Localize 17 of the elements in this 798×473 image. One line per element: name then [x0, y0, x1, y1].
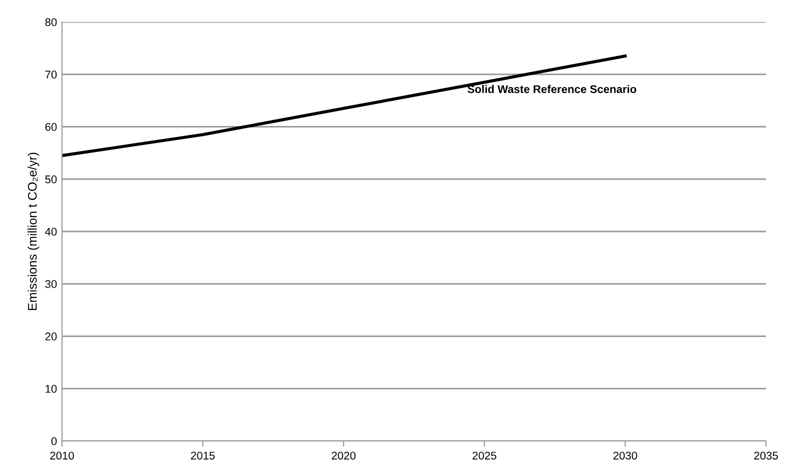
x-tick-label: 2030 — [613, 452, 638, 460]
y-tick-label: 30 — [45, 280, 57, 288]
y-tick-label: 40 — [45, 228, 57, 236]
y-tick-label: 50 — [45, 175, 57, 184]
x-tick-label: 2035 — [754, 452, 778, 460]
y-tick-label: 0 — [51, 437, 57, 446]
x-tick-label: 2015 — [191, 452, 215, 460]
y-tick-label: 20 — [45, 332, 57, 340]
y-tick-label: 70 — [45, 70, 57, 79]
y-tick-label: 10 — [46, 384, 57, 393]
y-tick-label: 60 — [45, 123, 57, 131]
y-axis-title: Emissions (million t CO₂e/yr) — [28, 152, 40, 310]
y-tick-label: 80 — [45, 18, 57, 26]
series-label: Solid Waste Reference Scenario — [468, 84, 636, 94]
x-tick-label: 2020 — [332, 452, 356, 460]
x-tick-label: 2025 — [472, 452, 496, 460]
x-tick-label: 2010 — [50, 452, 74, 460]
